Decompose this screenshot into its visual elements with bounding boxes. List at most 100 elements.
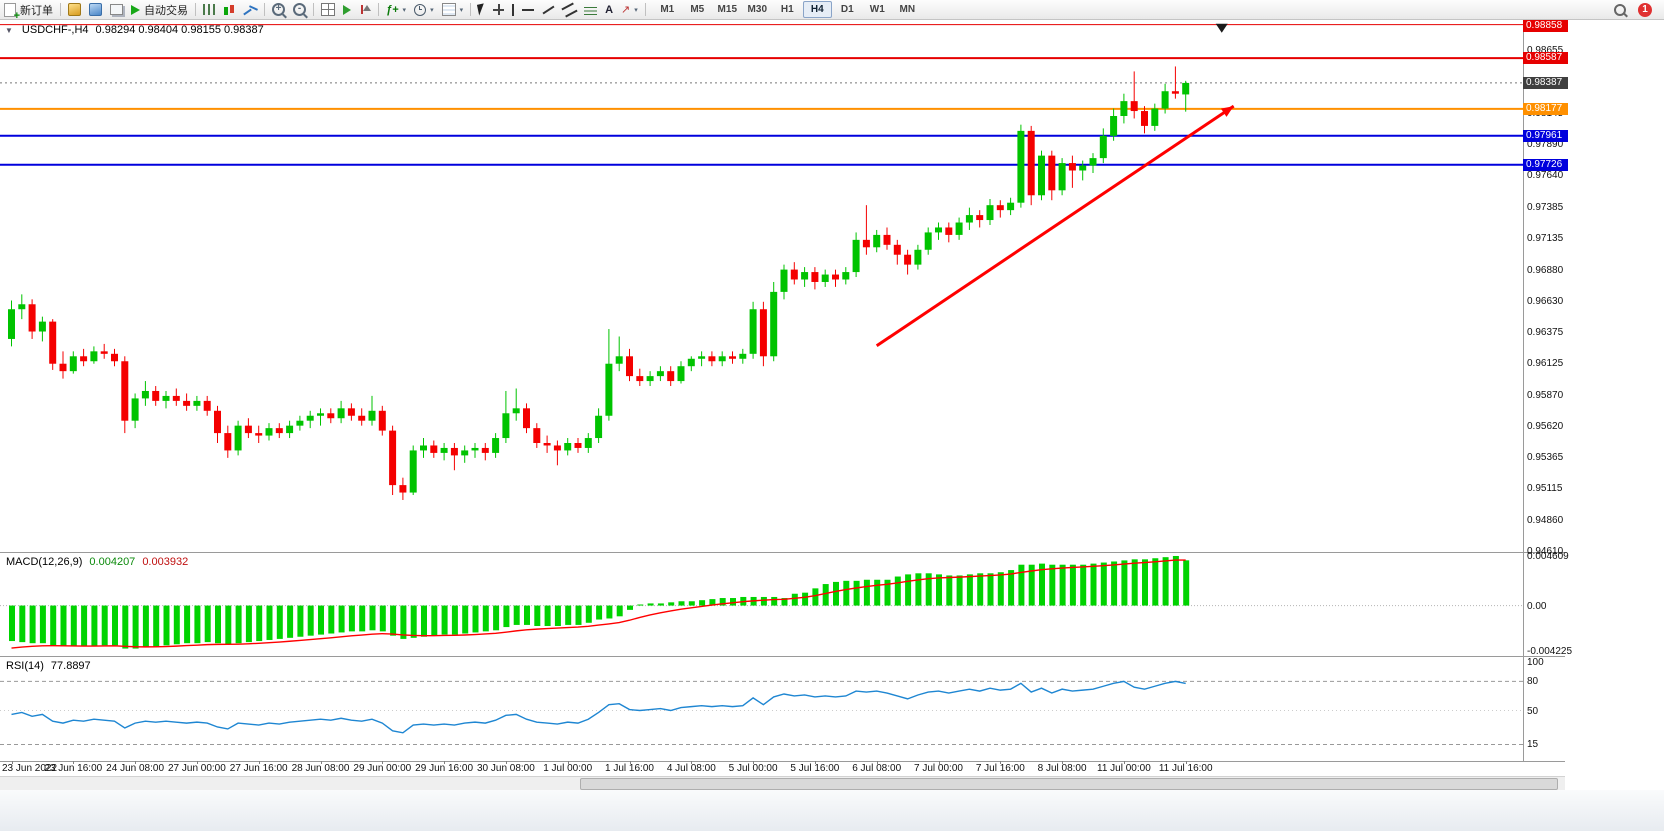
price-axis-label: 0.96375 xyxy=(1527,327,1564,339)
chart-candles-icon xyxy=(223,4,236,16)
time-axis-label: 23 Jun 16:00 xyxy=(44,763,103,774)
price-tag-0.97726: 0.97726 xyxy=(1523,158,1568,171)
time-tick xyxy=(814,761,816,764)
rsi-value: 77.8897 xyxy=(50,660,91,672)
indicators-button[interactable]: ƒ+ ▾ xyxy=(382,1,410,18)
timeframe-button-M15[interactable]: M15 xyxy=(717,4,737,15)
scrollbar-thumb[interactable] xyxy=(580,778,1558,790)
trendline-button[interactable] xyxy=(538,1,559,18)
autotrading-button[interactable]: 自动交易 xyxy=(127,1,192,18)
macd-signal-line xyxy=(11,559,1186,649)
price-axis-label: 0.98655 xyxy=(1527,44,1564,56)
time-tick xyxy=(196,761,198,764)
time-axis-label: 11 Jul 16:00 xyxy=(1158,763,1213,774)
rsi-axis-label: 80 xyxy=(1527,676,1539,688)
macd-label: MACD(12,26,9) xyxy=(6,556,83,568)
price-axis-label: 0.95620 xyxy=(1527,420,1564,432)
time-tick xyxy=(1185,761,1187,764)
horizontal-line-button[interactable] xyxy=(518,1,538,18)
time-tick xyxy=(382,761,384,764)
crosshair-button[interactable] xyxy=(489,1,508,18)
time-tick xyxy=(135,761,137,764)
zoom-in-button[interactable]: + xyxy=(268,1,289,18)
time-tick xyxy=(505,761,507,764)
autotrading-play-icon xyxy=(131,4,140,15)
tile-windows-button[interactable] xyxy=(317,1,339,18)
profiles-button[interactable] xyxy=(85,1,106,18)
one-click-trading-icon[interactable]: ▼ xyxy=(5,25,13,35)
new-chart-button[interactable] xyxy=(64,1,85,18)
horizontal-scrollbar[interactable] xyxy=(0,776,1565,790)
panel-separator[interactable] xyxy=(0,656,1565,657)
time-tick xyxy=(1000,761,1002,764)
rsi-line xyxy=(11,680,1186,734)
trend-arrow-head xyxy=(1220,106,1234,117)
price-tag-0.98387: 0.98387 xyxy=(1523,76,1568,89)
time-tick xyxy=(258,761,260,764)
timeframe-button-M1[interactable]: M1 xyxy=(660,4,675,15)
periods-icon xyxy=(414,3,427,16)
templates-button[interactable]: ▾ xyxy=(438,1,468,18)
fibonacci-icon xyxy=(584,4,598,15)
time-axis-label: 8 Jul 08:00 xyxy=(1037,763,1087,774)
time-tick xyxy=(1062,761,1064,764)
text-button[interactable]: A xyxy=(601,1,617,18)
terminal-button[interactable] xyxy=(106,1,127,18)
timeframe-button-MN[interactable]: MN xyxy=(899,4,916,15)
chart-candles-button[interactable] xyxy=(219,1,240,18)
timeframe-button-D1[interactable]: D1 xyxy=(840,4,854,15)
periods-button[interactable]: ▾ xyxy=(410,1,438,18)
toolbar-separator xyxy=(644,3,646,16)
main-toolbar: 新订单 自动交易 + - ƒ+▾ ▾ ▾ A ↗▾ M1 M5 M15 M30 H1 H4… xyxy=(0,0,1664,21)
time-axis-label: 30 Jun 08:00 xyxy=(476,763,535,774)
rsi-axis-label: 50 xyxy=(1527,705,1539,717)
price-axis-label: 0.96630 xyxy=(1527,295,1564,307)
arrows-button[interactable]: ↗ ▾ xyxy=(617,1,642,18)
cursor-button[interactable] xyxy=(474,1,489,18)
down-triangle-marker[interactable] xyxy=(1215,23,1228,33)
price-tag-0.98587: 0.98587 xyxy=(1523,52,1568,65)
notification-badge[interactable]: 1 xyxy=(1638,2,1652,17)
channel-button[interactable] xyxy=(559,1,580,18)
chart-shift-icon xyxy=(359,4,371,15)
timeframe-button-M5[interactable]: M5 xyxy=(690,4,705,15)
timeframe-button-H1[interactable]: H1 xyxy=(780,4,794,15)
fibonacci-button[interactable] xyxy=(580,1,601,18)
rsi-label: RSI(14) xyxy=(6,660,44,672)
profiles-icon xyxy=(89,3,102,16)
new-order-icon xyxy=(4,2,20,21)
macd-signal-value: 0.003932 xyxy=(142,556,189,568)
price-axis-label: 0.94610 xyxy=(1527,545,1564,557)
price-axis-label: 0.95115 xyxy=(1527,483,1563,495)
chart-shift-button[interactable] xyxy=(355,1,375,18)
chart-line-button[interactable] xyxy=(240,1,261,18)
zoom-out-button[interactable]: - xyxy=(289,1,310,18)
crosshair-icon xyxy=(493,4,505,15)
rsi-panel xyxy=(0,680,1523,745)
cursor-icon xyxy=(477,3,487,16)
auto-scroll-button[interactable] xyxy=(339,1,355,18)
time-axis-label: 7 Jul 16:00 xyxy=(975,763,1025,774)
timeframe-button-H4[interactable]: H4 xyxy=(802,1,832,18)
trend-arrow[interactable] xyxy=(875,104,1235,348)
time-axis-label: 29 Jun 16:00 xyxy=(415,763,474,774)
chevron-down-icon: ▾ xyxy=(634,6,638,14)
rsi-axis-label: 100 xyxy=(1527,657,1544,668)
channel-icon xyxy=(561,2,578,17)
text-icon: A xyxy=(605,3,614,16)
time-tick xyxy=(320,761,322,764)
chart-ohlc: 0.98294 0.98404 0.98155 0.98387 xyxy=(95,24,264,36)
new-order-button[interactable]: 新订单 xyxy=(0,1,57,21)
panel-separator[interactable] xyxy=(0,552,1565,553)
trendline-icon xyxy=(542,5,555,14)
timeframe-button-M30[interactable]: M30 xyxy=(747,4,767,15)
time-axis-label: 11 Jul 00:00 xyxy=(1097,763,1151,774)
vertical-line-button[interactable] xyxy=(508,1,518,18)
timeframe-button-W1[interactable]: W1 xyxy=(869,4,885,15)
macd-histogram xyxy=(9,555,1190,649)
macd-main-value: 0.004207 xyxy=(89,556,136,568)
chart-bars-button[interactable] xyxy=(199,1,219,18)
search-button[interactable] xyxy=(1610,1,1630,18)
main-price-chart xyxy=(0,23,1523,500)
